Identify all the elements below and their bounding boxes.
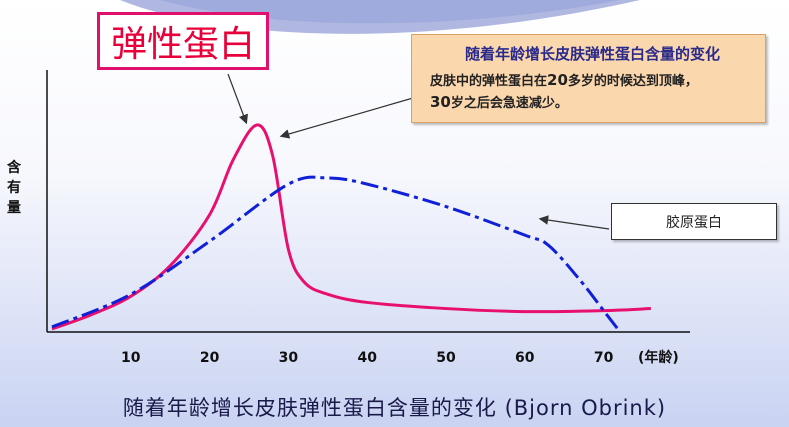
- x-tick-label: 20: [200, 350, 220, 366]
- x-tick-label: 70: [594, 350, 614, 366]
- note-line-2-num: 30: [430, 93, 451, 111]
- note-line-1-pre: 皮肤中的弹性蛋白在: [430, 74, 548, 89]
- x-unit-label: (年龄): [638, 349, 679, 366]
- note-line-2-post: 岁之后会急速减少。: [450, 96, 568, 111]
- collagen-label-box: 胶原蛋白: [611, 203, 777, 240]
- x-tick-label: 30: [279, 350, 299, 366]
- y-axis-label: 含有量: [7, 160, 21, 216]
- note-title: 随着年龄增长皮肤弹性蛋白含量的变化: [464, 45, 720, 63]
- x-tick-label: 50: [436, 350, 456, 366]
- annotation-note-box: 随着年龄增长皮肤弹性蛋白含量的变化 皮肤中的弹性蛋白在20多岁的时候达到顶峰， …: [411, 34, 766, 123]
- note-arrow: [279, 97, 414, 139]
- chart-caption: 随着年龄增长皮肤弹性蛋白含量的变化 (Bjorn Obrink): [122, 396, 667, 420]
- x-tick-label: 10: [121, 350, 141, 366]
- x-tick-label: 40: [357, 350, 377, 366]
- chart-title-box: 弹性蛋白: [97, 12, 269, 70]
- x-tick-label: 60: [515, 350, 535, 366]
- note-line-2: 30岁之后会急速减少。: [430, 92, 755, 114]
- note-line-1-num: 20: [547, 71, 568, 89]
- series-line-collagen: [51, 175, 621, 332]
- note-line-1: 皮肤中的弹性蛋白在20多岁的时候达到顶峰，: [430, 70, 755, 92]
- note-line-1-post: 多岁的时候达到顶峰，: [567, 74, 698, 89]
- collagen-arrow: [538, 215, 610, 230]
- series-line-elastin: [51, 123, 651, 331]
- title-arrow: [227, 73, 248, 125]
